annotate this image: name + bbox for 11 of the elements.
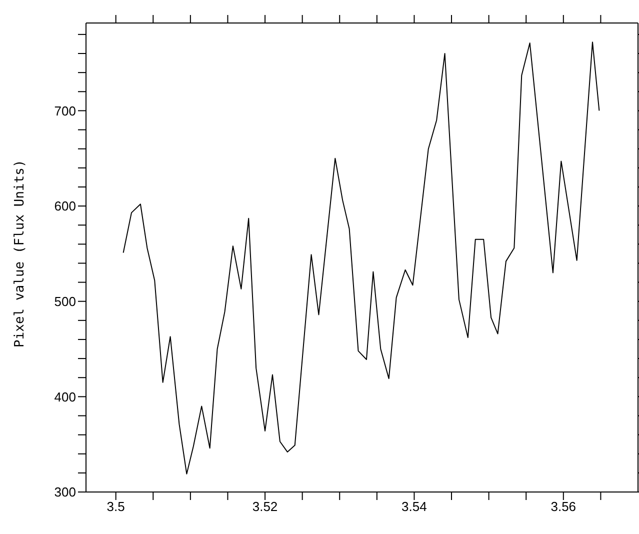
y-tick-label: 600 [54,198,76,214]
y-tick-label: 400 [54,389,76,404]
x-tick-label: 3.54 [402,499,427,514]
y-tick-label: 700 [54,103,76,118]
x-tick-label: 3.5 [106,499,125,514]
y-tick-label: 500 [54,294,76,309]
line-series [122,42,600,474]
y-axis-title: Pixel value (Flux Units) [12,160,28,348]
x-tick-label: 3.56 [550,499,576,514]
x-tick-label: 3.52 [252,499,278,514]
y-tick-label: 300 [54,484,76,500]
